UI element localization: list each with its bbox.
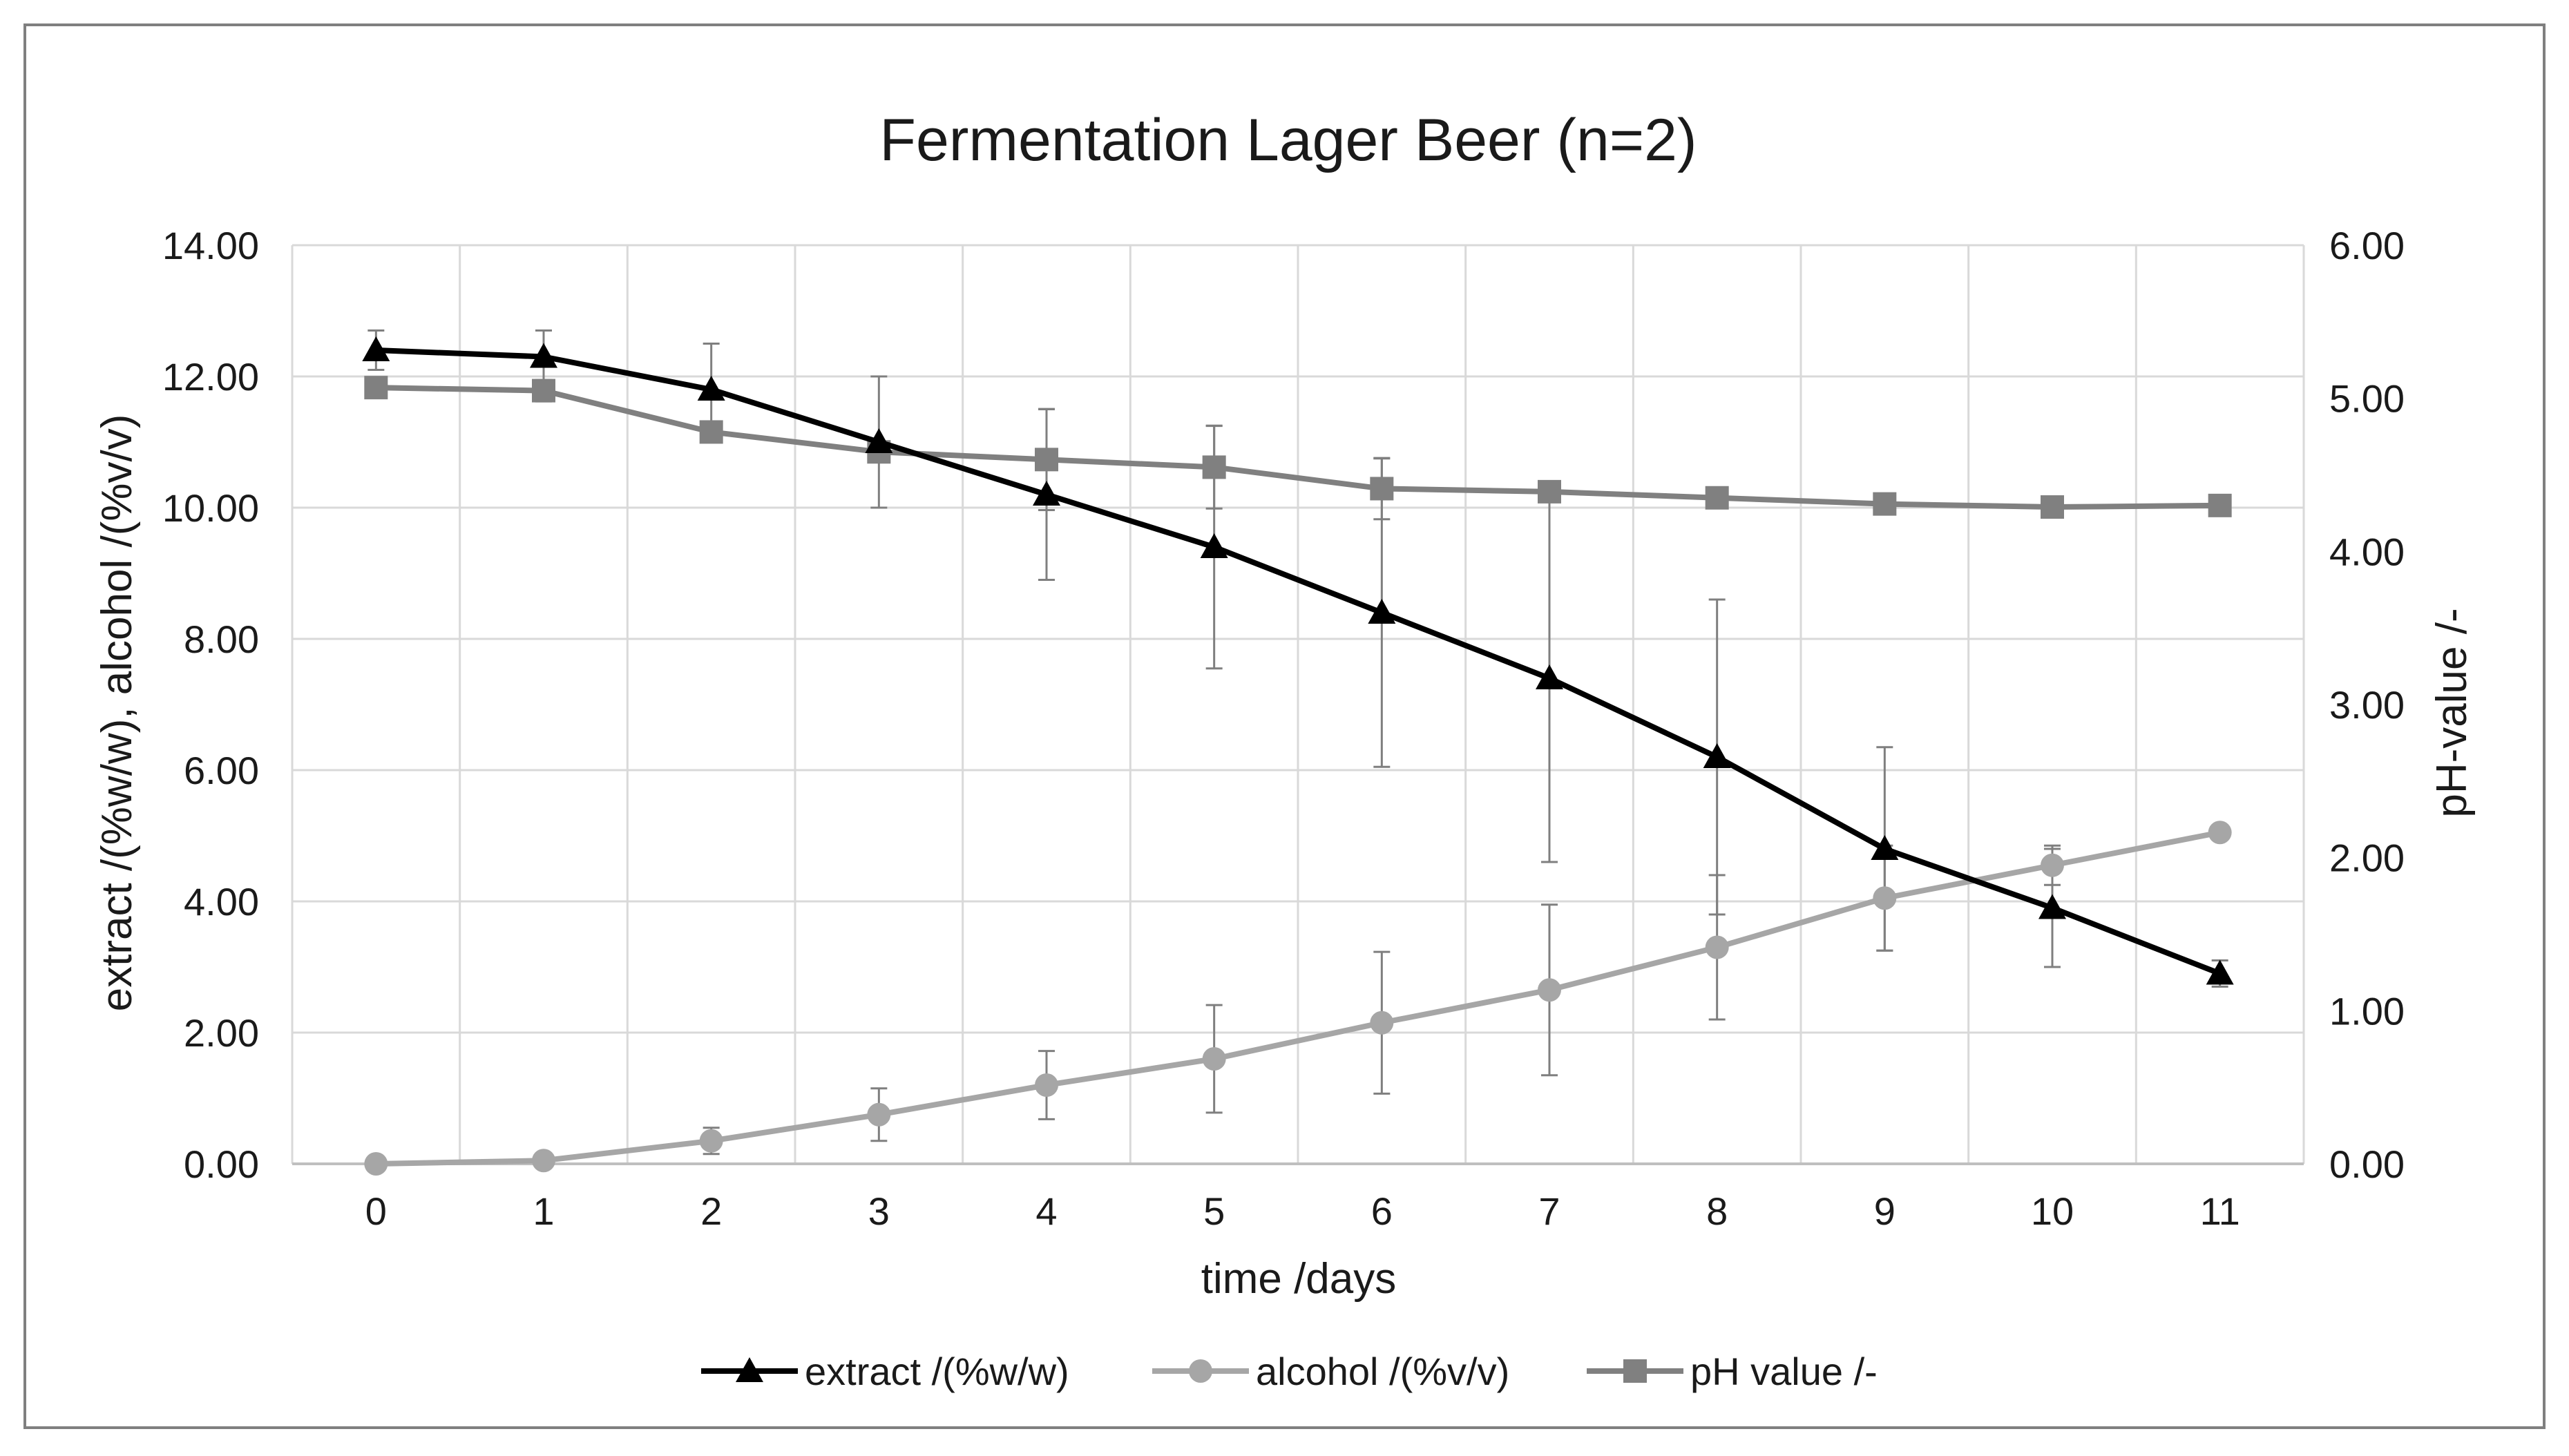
- y-tick-label-right: 2.00: [2329, 836, 2405, 880]
- series-triangle-point: [1871, 835, 1899, 860]
- legend-label: pH value /-: [1690, 1350, 1878, 1393]
- series-circle-line: [376, 830, 2221, 1167]
- series-layer: [362, 336, 2234, 1176]
- series-triangle-point: [1703, 743, 1731, 768]
- x-tick-label: 10: [2031, 1189, 2074, 1233]
- y-tick-label-left: 10.00: [162, 486, 259, 530]
- y-tick-label-right: 5.00: [2329, 377, 2405, 421]
- y-tick-label-right: 3.00: [2329, 683, 2405, 727]
- legend-marker: [736, 1357, 763, 1382]
- y-tick-label-left: 8.00: [184, 617, 259, 661]
- y-tick-label-right: 0.00: [2329, 1142, 2405, 1186]
- legend-marker: [1189, 1359, 1212, 1383]
- series-square-point: [364, 376, 388, 400]
- series-square-point: [1538, 479, 1561, 504]
- x-tick-label: 3: [868, 1189, 890, 1233]
- grid-layer: [291, 244, 2305, 1165]
- series-square-point: [1705, 486, 1729, 510]
- x-tick-label: 6: [1371, 1189, 1393, 1233]
- series-square-line: [376, 385, 2220, 510]
- series-circle-point: [1538, 978, 1561, 1002]
- series-triangle-point: [2206, 959, 2234, 985]
- y-tick-label-left: 6.00: [184, 749, 259, 792]
- y-tick-label-left: 2.00: [184, 1011, 259, 1055]
- series-circle-point: [2041, 853, 2064, 877]
- x-tick-label: 11: [2200, 1189, 2240, 1233]
- series-circle-point: [867, 1102, 891, 1127]
- x-tick-label: 0: [365, 1189, 387, 1233]
- series-circle-point: [1370, 1010, 1394, 1035]
- series-triangle-point: [530, 343, 557, 368]
- series-triangle-point: [865, 428, 893, 453]
- x-tick-label: 7: [1538, 1189, 1560, 1233]
- y-tick-label-right: 4.00: [2329, 530, 2405, 573]
- series-triangle-point: [1033, 481, 1060, 506]
- x-tick-label: 1: [533, 1189, 554, 1233]
- x-tick-label: 9: [1874, 1189, 1895, 1233]
- series-square-point: [532, 379, 555, 403]
- series-circle-point: [364, 1152, 388, 1176]
- series-circle-point: [699, 1129, 723, 1153]
- y-axis-label-left: extract /(%w/w), alcohol /(%v/v): [93, 414, 141, 1012]
- series-square-point: [1370, 477, 1394, 501]
- series-circle-point: [1705, 935, 1729, 959]
- series-triangle-point: [2038, 894, 2066, 919]
- series-circle-point: [2208, 821, 2232, 845]
- axis-layer: 0.002.004.006.008.0010.0012.0014.000.001…: [162, 224, 2405, 1233]
- legend-marker: [1623, 1359, 1647, 1383]
- y-axis-label-right: pH-value /-: [2428, 608, 2476, 817]
- x-tick-label: 2: [700, 1189, 722, 1233]
- series-square-point: [2041, 495, 2064, 519]
- series-triangle-point: [1536, 664, 1563, 689]
- series-triangle-point: [1368, 599, 1396, 624]
- series-triangle-point: [697, 376, 725, 401]
- x-tick-label: 4: [1035, 1189, 1057, 1233]
- series-circle-point: [532, 1149, 555, 1173]
- x-tick-label: 5: [1203, 1189, 1225, 1233]
- legend-label: extract /(%w/w): [805, 1350, 1069, 1393]
- series-triangle-point: [362, 336, 390, 361]
- series-square-point: [2208, 493, 2232, 517]
- series-square-point: [1202, 455, 1226, 479]
- y-tick-label-right: 1.00: [2329, 989, 2405, 1033]
- x-tick-label: 8: [1706, 1189, 1728, 1233]
- series-circle-point: [1202, 1047, 1226, 1071]
- x-axis-label: time /days: [1201, 1255, 1397, 1303]
- series-circle-point: [1873, 886, 1897, 910]
- series-triangle-line: [376, 347, 2222, 977]
- chart-border: [23, 23, 2546, 1429]
- legend-label: alcohol /(%v/v): [1256, 1350, 1509, 1393]
- legend: extract /(%w/w) alcohol /(%v/v) pH value /…: [701, 1350, 1878, 1393]
- series-square-point: [699, 420, 723, 444]
- series-circle-point: [1035, 1073, 1058, 1097]
- y-tick-label-left: 12.00: [162, 355, 259, 399]
- y-tick-label-left: 0.00: [184, 1142, 259, 1186]
- series-square-point: [1873, 492, 1897, 516]
- y-tick-label-right: 6.00: [2329, 224, 2405, 267]
- series-triangle-point: [1200, 533, 1228, 558]
- y-tick-label-left: 4.00: [184, 880, 259, 923]
- chart-title: Fermentation Lager Beer (n=2): [879, 107, 1697, 173]
- y-tick-label-left: 14.00: [162, 224, 259, 267]
- series-square-point: [1035, 448, 1058, 472]
